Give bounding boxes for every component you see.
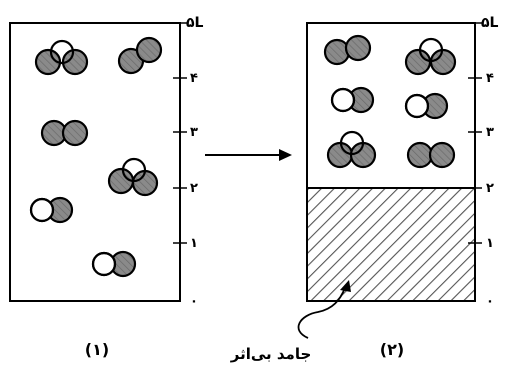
molecule-diatomic-gray — [117, 36, 163, 75]
molecule-diatomic-gray — [406, 141, 456, 169]
container-1-scale: ۵L ۴ ۳ ۲ ۱ ۰ — [173, 15, 204, 309]
molecule-diatomic-mixed — [91, 250, 137, 278]
molecule-diatomic-gray — [323, 34, 372, 66]
scale-label-2: ۲ — [486, 181, 494, 196]
container-2-scale: ۵L ۴ ۳ ۲ ۱ ۰ — [468, 15, 499, 309]
molecule-triatomic — [326, 130, 377, 169]
container-2: ۵L ۴ ۳ ۲ ۱ ۰ — [230, 15, 499, 363]
container-1-box — [9, 22, 181, 302]
molecule-diatomic-mixed — [404, 92, 449, 120]
scale-label-3: ۳ — [190, 125, 198, 140]
scale-label-0: ۰ — [486, 294, 494, 309]
container-1: ۵L ۴ ۳ ۲ ۱ ۰ — [9, 15, 204, 359]
scale-label-2: ۲ — [190, 181, 198, 196]
scale-label-1: ۱ — [190, 236, 198, 251]
process-arrow — [205, 149, 292, 161]
scale-top-label: ۵L — [481, 15, 499, 31]
panel-2-label: (۲) — [380, 340, 404, 359]
molecule-diatomic-gray — [40, 119, 89, 147]
molecule-diatomic-mixed — [330, 86, 375, 114]
molecules-container-2 — [323, 34, 457, 169]
molecule-triatomic — [404, 37, 457, 76]
container-2-box — [306, 22, 476, 302]
panel-1-label: (۱) — [85, 340, 109, 359]
scale-label-4: ۴ — [486, 71, 494, 86]
molecule-triatomic — [34, 39, 89, 76]
scale-label-4: ۴ — [190, 71, 198, 86]
scale-label-3: ۳ — [486, 125, 494, 140]
molecule-diatomic-mixed — [29, 196, 74, 224]
scale-label-1: ۱ — [486, 236, 494, 251]
inert-solid-region — [307, 188, 475, 301]
molecule-triatomic — [107, 157, 159, 197]
scale-top-label: ۵L — [186, 15, 204, 31]
scale-label-0: ۰ — [190, 294, 198, 309]
solid-pointer-arrow — [297, 280, 351, 339]
inert-solid-label: جامد بی‌اثر — [230, 345, 312, 363]
molecules-container-1 — [29, 36, 163, 278]
